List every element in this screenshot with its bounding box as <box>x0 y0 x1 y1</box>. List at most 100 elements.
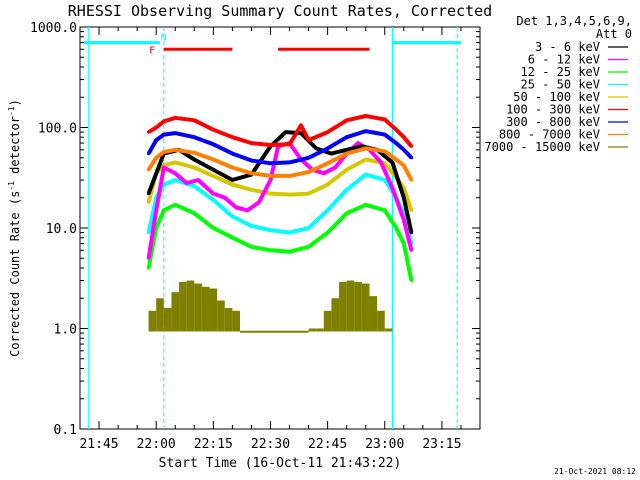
y-tick-label: 1.0 <box>54 323 77 338</box>
series-point <box>154 156 158 160</box>
series-point <box>268 161 273 165</box>
y-axis: 0.1 1.0 10.0 100.0 1000.0 <box>30 21 480 438</box>
x-tick-label: 22:30 <box>251 437 290 452</box>
series-point <box>306 170 311 174</box>
series-point <box>326 230 330 235</box>
series-point <box>345 211 349 215</box>
series-point <box>163 307 172 332</box>
series-point <box>339 282 347 332</box>
series-point <box>383 208 387 212</box>
series-point <box>284 130 288 134</box>
series-point <box>230 165 234 170</box>
series-100-300-kev <box>146 114 414 148</box>
series-point <box>287 192 292 197</box>
y-axis-label: Corrected Count Rate (s-1 detector-1) <box>7 99 22 357</box>
series-point <box>364 203 368 207</box>
series-line <box>146 172 414 245</box>
y-tick-label: 100.0 <box>38 122 77 137</box>
series-point <box>402 218 406 222</box>
series-point <box>173 203 177 207</box>
series-point <box>162 132 166 137</box>
series-point <box>306 138 311 142</box>
series-point <box>257 200 261 204</box>
flag-label-f: F <box>149 45 155 56</box>
series-7000-15000-kev <box>148 280 393 333</box>
series-point <box>192 151 196 155</box>
series-point <box>323 310 332 332</box>
series-point <box>154 125 158 130</box>
series-point <box>333 165 337 170</box>
series-point <box>409 248 414 252</box>
y-axis-label-main: Corrected Count Rate (s <box>8 191 22 357</box>
series-point <box>364 157 368 162</box>
legend-title-line2: Att 0 <box>596 27 632 41</box>
series-point <box>146 168 151 172</box>
legend-label: 25 - 50 keV <box>521 78 600 92</box>
series-point <box>268 191 273 196</box>
series-point <box>308 328 317 332</box>
series-point <box>345 151 349 156</box>
series-point <box>268 174 273 178</box>
series-point <box>326 161 330 165</box>
series-point <box>306 191 311 196</box>
generation-timestamp: 21-Oct-2021 08:12 <box>554 467 636 476</box>
series-point <box>249 245 254 249</box>
series-point <box>146 266 151 270</box>
series-point <box>364 129 368 133</box>
series-point <box>209 288 218 332</box>
series-point <box>326 208 330 212</box>
series-point <box>230 151 234 156</box>
legend-label: 50 - 100 keV <box>513 90 600 104</box>
series-point <box>234 205 238 210</box>
series-point <box>383 178 387 182</box>
series-point <box>211 168 215 172</box>
x-tick-label: 22:45 <box>308 437 347 452</box>
series-point <box>192 184 196 188</box>
y-tick-label: 10.0 <box>46 222 77 237</box>
series-point <box>162 183 166 187</box>
series-point <box>179 282 187 332</box>
series-point <box>409 208 414 212</box>
series-point <box>192 165 196 170</box>
series-point <box>211 157 215 162</box>
series-point <box>154 208 158 212</box>
legend-label: 6 - 12 keV <box>528 53 600 67</box>
series-point <box>146 191 151 196</box>
series-point <box>345 135 349 139</box>
series-point <box>287 230 292 235</box>
series-point <box>316 328 324 332</box>
y-axis-label-mid: detector <box>8 116 22 181</box>
series-point <box>402 163 406 167</box>
plot-frame <box>79 26 481 430</box>
series-point <box>230 178 234 182</box>
series-point <box>361 283 370 332</box>
series-point <box>383 132 387 137</box>
series-point <box>173 116 177 120</box>
series-point <box>171 292 180 332</box>
series-point <box>146 151 151 156</box>
series-point <box>369 296 378 332</box>
x-tick-label: 22:15 <box>194 437 233 452</box>
series-point <box>394 157 398 162</box>
legend-label: 300 - 800 keV <box>506 115 600 129</box>
series-point <box>173 131 177 135</box>
series-point <box>383 161 387 165</box>
series-point <box>211 198 215 202</box>
series-point <box>394 128 398 132</box>
time-markers <box>83 27 461 429</box>
series-point <box>185 181 189 185</box>
series-point <box>211 128 215 132</box>
series-line <box>146 157 414 211</box>
series-800-7000-kev <box>146 146 414 182</box>
series-point <box>364 146 368 150</box>
series-12-25-kev <box>146 202 414 283</box>
series-point <box>223 196 227 200</box>
series-point <box>345 118 349 122</box>
series-point <box>329 151 334 156</box>
series-point <box>306 226 311 230</box>
series-point <box>146 130 151 134</box>
legend-label: 800 - 7000 keV <box>499 128 600 142</box>
legend-label: 7000 - 15000 keV <box>484 140 600 154</box>
series-point <box>173 178 177 182</box>
